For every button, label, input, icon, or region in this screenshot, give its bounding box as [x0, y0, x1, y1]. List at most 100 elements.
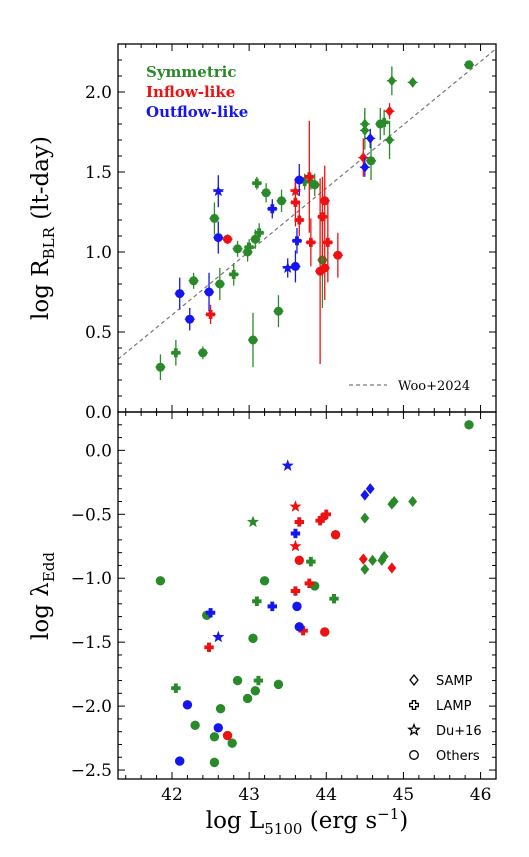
top-panel-rbLR: 0.0 0.5 1.0 1.5 2.0 Symmetric Inflow-like Ou… — [28, 43, 497, 423]
data-point — [250, 686, 261, 696]
xtick-label: 45 — [393, 785, 415, 805]
top-ytick-label: 0.5 — [85, 323, 112, 343]
top-ytick-label: 0.0 — [85, 403, 112, 423]
data-point — [317, 513, 328, 523]
data-point — [227, 738, 237, 748]
legend-marker-samp — [409, 674, 419, 686]
data-point — [290, 197, 300, 207]
bottom-panel-eddington: 42 43 44 45 46 0.0 −0.5 −1.0 −1.5 −2.0 −2.5 SAMP LA… — [28, 411, 497, 838]
data-point — [209, 213, 219, 223]
data-point — [281, 459, 294, 471]
data-point — [329, 593, 339, 604]
data-point — [320, 263, 330, 273]
data-point — [359, 152, 368, 163]
data-point — [321, 509, 331, 519]
data-point — [175, 756, 185, 766]
data-point — [365, 483, 375, 495]
data-point — [292, 236, 302, 246]
data-point — [387, 562, 397, 574]
top-data-points — [155, 60, 474, 380]
data-point — [248, 335, 258, 345]
data-point — [294, 517, 304, 527]
reference-line-woo2024 — [117, 48, 497, 360]
data-point — [254, 228, 264, 238]
data-point — [294, 555, 304, 566]
data-point — [209, 732, 220, 742]
data-point — [310, 180, 320, 190]
data-point — [290, 586, 301, 596]
data-point — [360, 125, 370, 136]
data-point — [358, 553, 368, 565]
data-point — [213, 723, 223, 733]
top-ylabel: log RBLR (lt-day) — [28, 136, 58, 320]
data-point — [246, 515, 260, 528]
data-point — [267, 204, 277, 214]
bottom-axis-ticks: 42 43 44 45 46 0.0 −0.5 −1.0 −1.5 −2.0 −2.5 — [71, 411, 497, 805]
data-point — [317, 212, 327, 222]
data-point — [213, 233, 223, 243]
data-point — [252, 178, 262, 188]
legend-marker-lamp — [409, 700, 419, 710]
xlabel-close: ) — [399, 808, 408, 834]
data-point — [204, 287, 214, 297]
data-point — [464, 420, 474, 430]
data-point — [290, 261, 300, 271]
top-ytick-label: 1.5 — [85, 163, 112, 183]
bottom-ylabel-sub: Edd — [40, 552, 58, 583]
data-point — [253, 675, 264, 686]
top-ytick-label: 1.0 — [85, 243, 112, 263]
marker-legend: SAMP LAMP Du+16 Others — [407, 674, 482, 764]
data-point — [206, 309, 216, 319]
data-point — [212, 185, 225, 197]
data-point — [232, 675, 243, 686]
legend-marker-others — [409, 750, 419, 760]
data-point — [277, 196, 287, 206]
data-point — [294, 215, 304, 225]
legend-outflow: Outflow-like — [146, 103, 248, 121]
data-point — [182, 700, 193, 710]
legend-label-others: Others — [436, 749, 480, 764]
data-point — [229, 269, 239, 279]
data-point — [171, 348, 181, 358]
data-point — [379, 117, 389, 127]
bottom-data-points — [155, 420, 474, 768]
legend-marker-du-16 — [407, 722, 421, 736]
data-point — [248, 633, 258, 644]
data-point — [464, 60, 474, 70]
data-point — [333, 250, 343, 260]
data-point — [261, 188, 271, 198]
data-point — [215, 279, 225, 289]
data-point — [379, 550, 389, 563]
data-point — [223, 234, 233, 244]
top-ytick-label: 2.0 — [85, 83, 112, 103]
data-point — [171, 683, 181, 693]
reference-line — [117, 48, 497, 360]
bottom-ytick-label: −1.5 — [71, 633, 112, 653]
data-point — [360, 512, 370, 524]
data-point — [155, 362, 165, 372]
bottom-axes-frame — [117, 411, 497, 780]
xlabel-sup: −1 — [377, 805, 399, 823]
data-point — [212, 630, 225, 643]
legend-label-lamp: LAMP — [436, 699, 472, 714]
data-point — [385, 134, 394, 146]
data-point — [209, 757, 220, 768]
xlabel-tail: (erg s — [302, 808, 377, 834]
data-point — [368, 554, 378, 566]
data-point — [306, 556, 316, 567]
data-point — [408, 495, 418, 508]
data-point — [360, 161, 370, 173]
legend-inflow: Inflow-like — [146, 83, 235, 101]
data-point — [233, 244, 243, 254]
data-point — [330, 530, 341, 540]
data-point — [360, 489, 370, 501]
data-point — [289, 539, 302, 552]
data-point — [304, 578, 315, 589]
data-point — [294, 622, 304, 632]
data-point — [259, 576, 270, 586]
bottom-ylabel-main: log λ — [28, 582, 54, 640]
bottom-ytick-label: −2.5 — [71, 761, 112, 781]
data-point — [360, 563, 370, 575]
top-ylabel-main: log R — [28, 259, 54, 320]
